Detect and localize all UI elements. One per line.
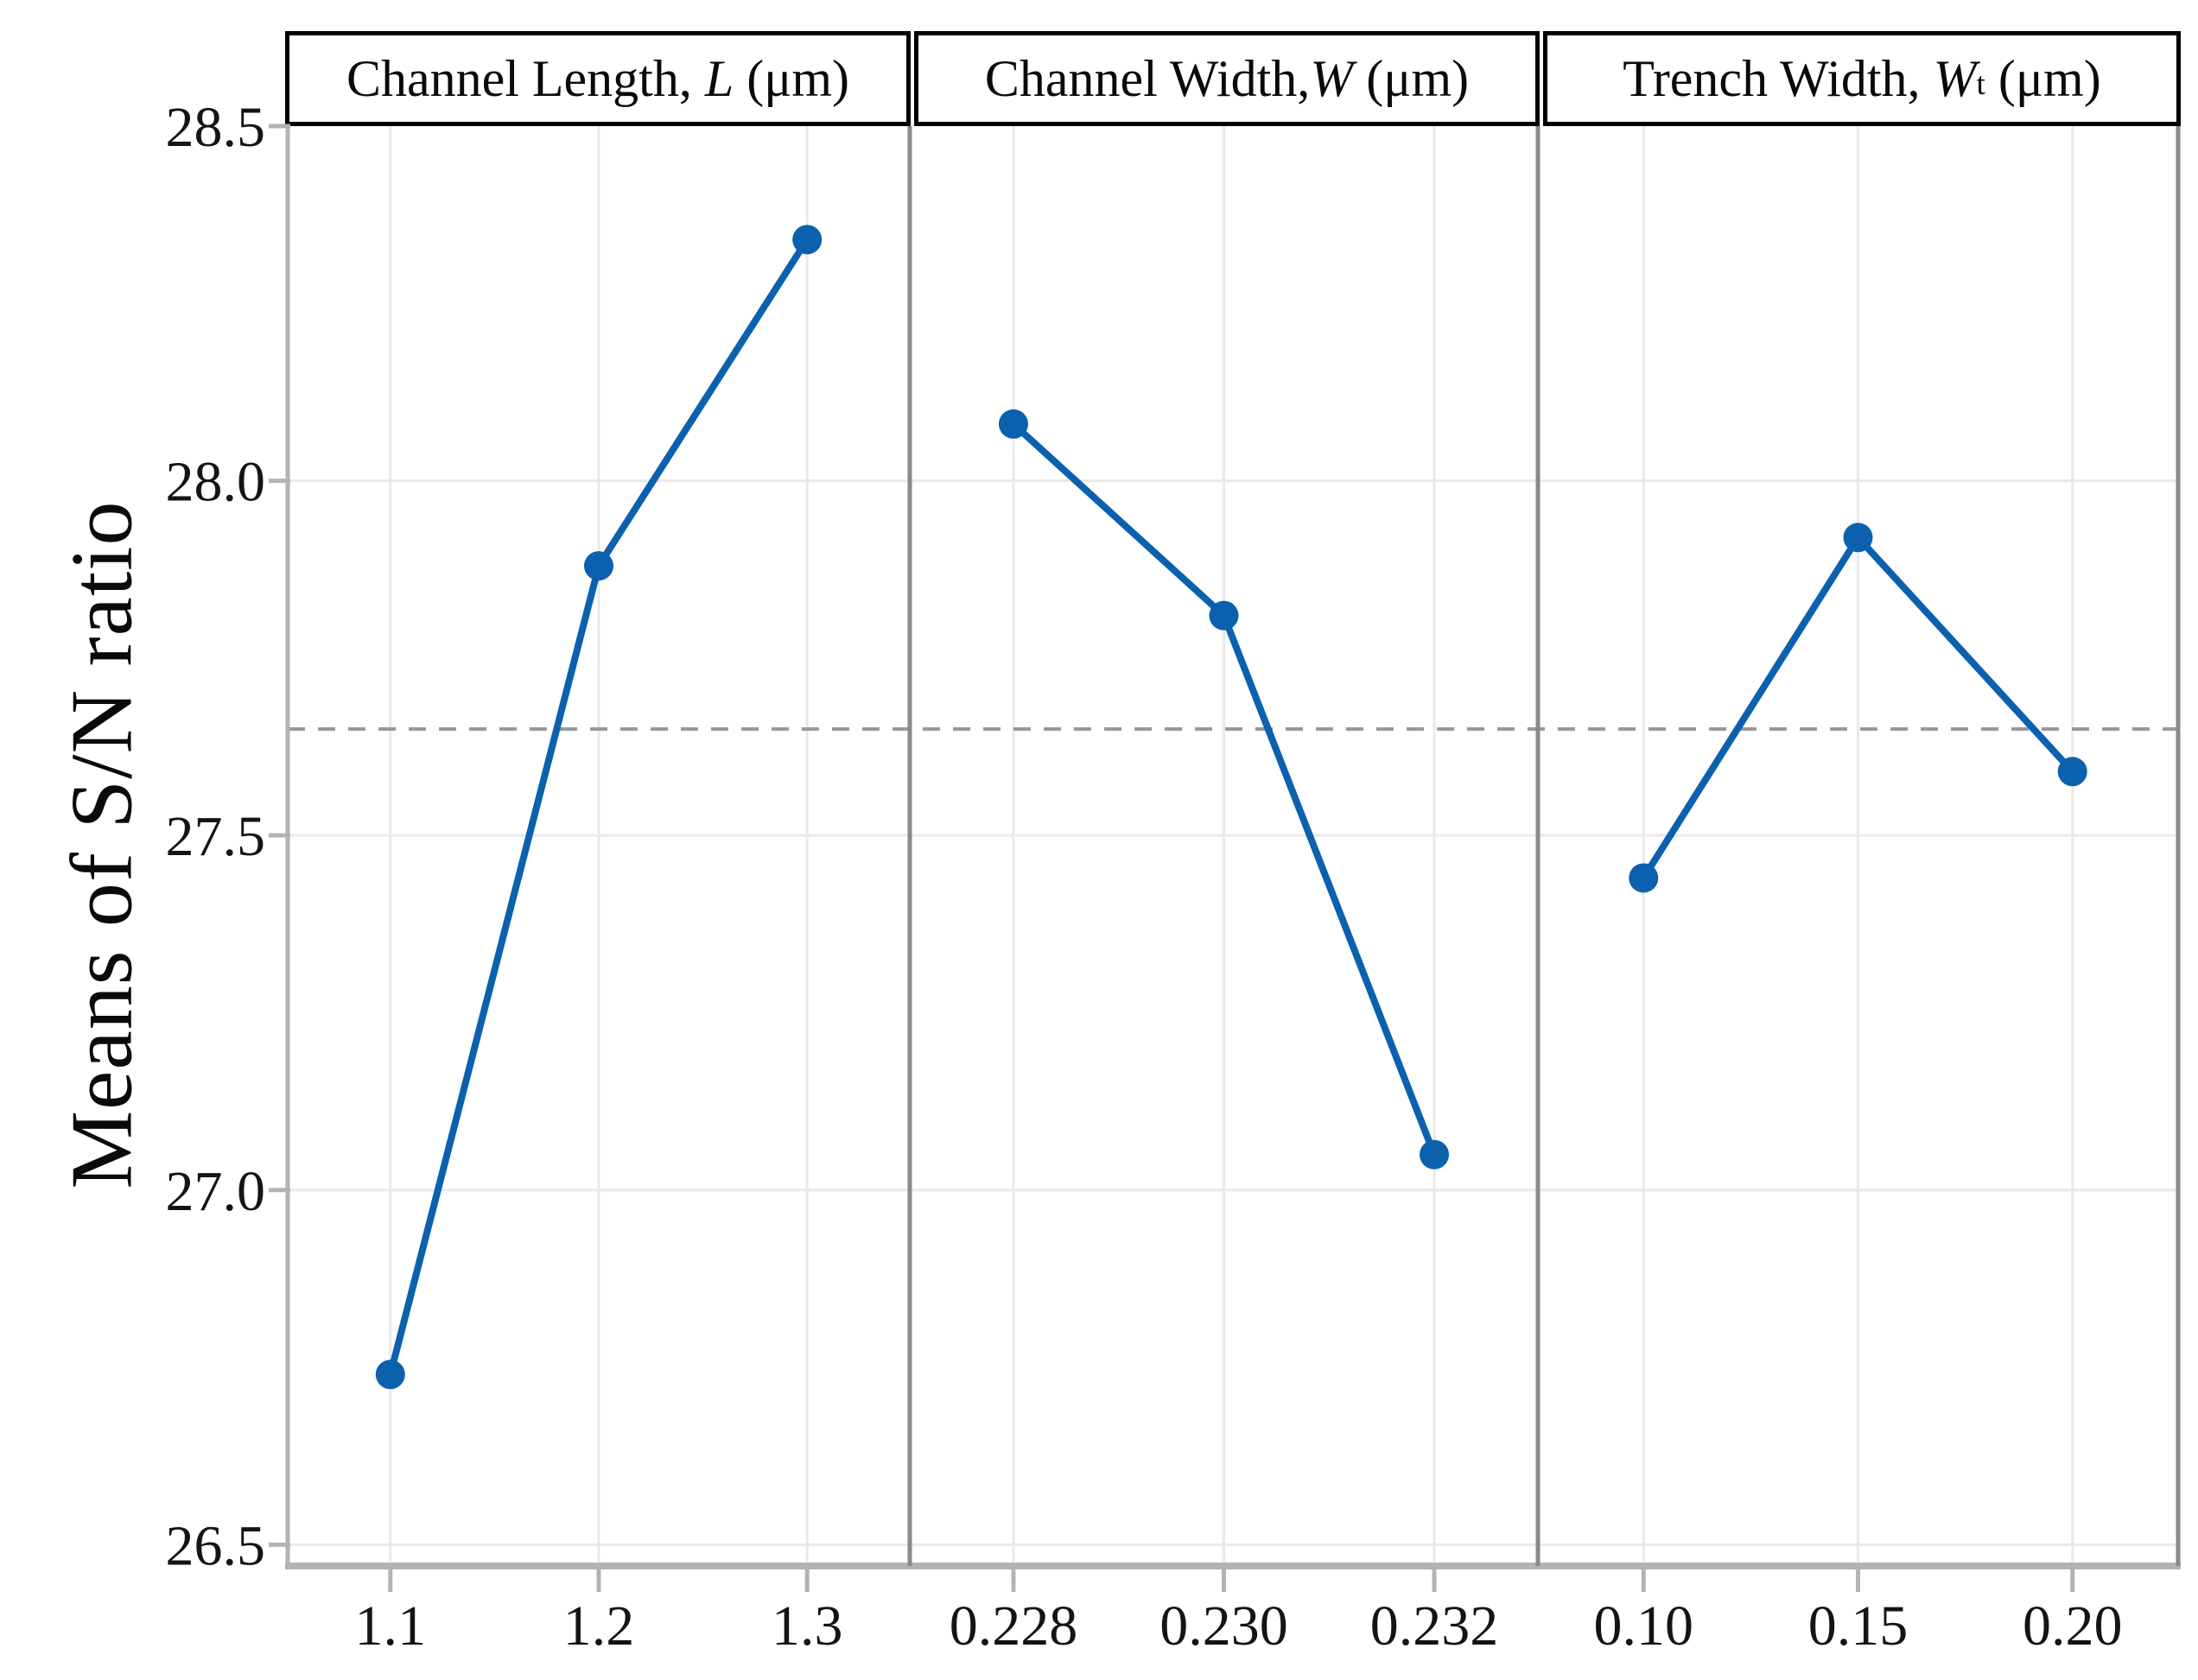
- x-tick-label: 0.228: [950, 1594, 1078, 1658]
- data-point-marker: [2057, 757, 2087, 787]
- data-point-marker: [998, 409, 1028, 439]
- header-text-suffix: (μm): [1353, 49, 1470, 107]
- x-tick-label: 1.3: [772, 1594, 843, 1658]
- x-tick-label: 0.15: [1808, 1594, 1909, 1658]
- header-text-prefix: Channel Length,: [346, 49, 705, 107]
- data-point-marker: [792, 225, 823, 255]
- header-text-prefix: Trench Width,: [1623, 49, 1934, 107]
- y-tick-label: 28.0: [166, 451, 266, 514]
- data-point-marker: [584, 551, 613, 581]
- header-variable-symbol: W: [1933, 49, 1977, 107]
- data-point-marker: [1420, 1139, 1450, 1170]
- y-tick-label: 26.5: [166, 1514, 266, 1577]
- x-tick-label: 1.1: [355, 1594, 427, 1658]
- y-tick-label: 27.0: [166, 1160, 266, 1223]
- x-tick-label: 0.230: [1159, 1594, 1288, 1658]
- header-variable-symbol: W: [1310, 49, 1354, 107]
- x-tick-label: 0.20: [2023, 1594, 2123, 1658]
- x-tick-label: 1.2: [563, 1594, 635, 1658]
- header-variable-symbol: L: [704, 49, 734, 107]
- panel-header-channel-width: Channel Width, W (μm): [914, 31, 1540, 126]
- x-tick-label: 0.232: [1370, 1594, 1499, 1658]
- header-text-prefix: Channel Width,: [984, 49, 1311, 107]
- y-tick-label: 28.5: [166, 96, 266, 159]
- x-tick-label: 0.10: [1594, 1594, 1694, 1658]
- header-text-suffix: (μm): [1985, 49, 2101, 107]
- data-point-marker: [1209, 600, 1239, 631]
- header-text-suffix: (μm): [734, 49, 850, 107]
- data-point-marker: [1629, 863, 1659, 893]
- data-point-marker: [1843, 523, 1873, 553]
- data-point-marker: [375, 1360, 405, 1390]
- y-tick-label: 27.5: [166, 805, 266, 868]
- panel-header-channel-length: Channel Length, L (μm): [285, 31, 911, 126]
